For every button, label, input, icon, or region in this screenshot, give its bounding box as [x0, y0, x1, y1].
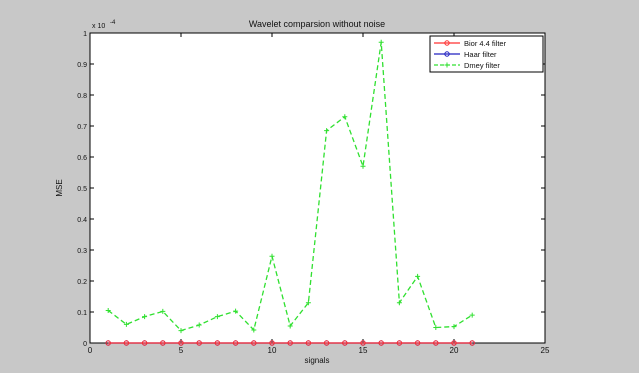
- series-layer: [105, 39, 475, 346]
- x-tick-label: 10: [268, 346, 277, 355]
- y-tick-label: 0.9: [77, 62, 87, 69]
- data-point-dmey-filter: [415, 273, 421, 279]
- data-point-bior-4-4-filter: [178, 340, 184, 346]
- data-point-bior-4-4-filter: [378, 340, 384, 346]
- data-point-bior-4-4-filter: [269, 340, 275, 346]
- data-point-bior-4-4-filter: [305, 340, 312, 346]
- data-point-dmey-filter: [214, 314, 220, 320]
- y-exponent-label: x 10: [92, 23, 105, 30]
- x-tick-label: 0: [88, 346, 93, 355]
- legend-label-haar-filter: Haar filter: [464, 50, 497, 59]
- data-point-dmey-filter: [451, 324, 457, 330]
- data-point-bior-4-4-filter: [123, 340, 130, 346]
- data-point-dmey-filter: [123, 321, 129, 327]
- data-point-bior-4-4-filter: [160, 340, 166, 346]
- y-tick-label: 1: [83, 31, 87, 38]
- data-point-dmey-filter: [196, 322, 202, 328]
- x-tick-label: 15: [359, 346, 368, 355]
- data-point-dmey-filter: [396, 300, 402, 306]
- data-point-bior-4-4-filter: [287, 340, 293, 346]
- data-point-dmey-filter: [360, 163, 366, 169]
- y-tick-label: 0.6: [77, 155, 87, 162]
- x-tick-label: 5: [179, 346, 184, 355]
- data-point-dmey-filter: [160, 308, 166, 314]
- legend-marker-dmey-filter: [444, 62, 450, 68]
- y-tick-label: 0.8: [77, 93, 87, 100]
- data-point-dmey-filter: [324, 128, 330, 134]
- data-point-bior-4-4-filter: [396, 340, 403, 346]
- x-tick-label: 25: [541, 346, 550, 355]
- y-tick-label: 0.1: [77, 310, 87, 317]
- data-point-bior-4-4-filter: [414, 340, 421, 346]
- axis-ticks: 0 5 10 15 20 25 0 0.1 0.2 0.3 0.4 0.5 0.6 0.7 0.8 0.9 1: [77, 31, 550, 355]
- plot-area: [89, 32, 546, 344]
- legend: Bior 4.4 filter Haar filter Dmey filter: [429, 35, 544, 73]
- data-point-dmey-filter: [433, 325, 439, 330]
- data-point-bior-4-4-filter: [342, 340, 348, 346]
- y-tick-label: 0: [83, 341, 87, 348]
- legend-marker-bior-4-4-filter: [444, 40, 450, 46]
- data-point-bior-4-4-filter: [451, 340, 457, 346]
- y-tick-label: 0.7: [77, 124, 87, 131]
- data-point-bior-4-4-filter: [141, 340, 148, 346]
- y-tick-label: 0.2: [77, 279, 87, 286]
- data-point-dmey-filter: [305, 300, 311, 306]
- data-point-dmey-filter: [269, 253, 275, 259]
- data-point-dmey-filter: [251, 327, 257, 333]
- data-point-dmey-filter: [469, 312, 475, 318]
- y-tick-label: 0.5: [77, 186, 87, 193]
- data-point-dmey-filter: [105, 307, 111, 313]
- data-point-bior-4-4-filter: [433, 340, 439, 346]
- data-point-dmey-filter: [378, 39, 384, 45]
- legend-marker-haar-filter: [444, 51, 450, 57]
- y-tick-label: 0.4: [77, 217, 87, 224]
- data-point-bior-4-4-filter: [214, 340, 221, 346]
- legend-label-bior-4-4-filter: Bior 4.4 filter: [464, 39, 507, 48]
- x-tick-label: 20: [450, 346, 459, 355]
- data-point-bior-4-4-filter: [360, 340, 366, 346]
- data-point-dmey-filter: [233, 308, 239, 314]
- y-exponent-power: -4: [110, 20, 116, 26]
- data-point-dmey-filter: [342, 114, 348, 120]
- data-point-dmey-filter: [287, 323, 293, 329]
- chart-title: Wavelet comparsion without noise: [249, 19, 385, 29]
- y-axis-label: MSE: [55, 179, 64, 196]
- data-point-bior-4-4-filter: [323, 340, 330, 346]
- data-point-bior-4-4-filter: [196, 340, 202, 346]
- data-point-bior-4-4-filter: [251, 340, 257, 346]
- data-point-dmey-filter: [178, 328, 184, 334]
- y-tick-label: 0.3: [77, 248, 87, 255]
- data-point-bior-4-4-filter: [469, 340, 475, 346]
- data-point-bior-4-4-filter: [105, 340, 111, 346]
- data-point-dmey-filter: [142, 314, 148, 320]
- legend-label-dmey-filter: Dmey filter: [464, 61, 500, 70]
- x-axis-label: signals: [305, 356, 330, 365]
- data-point-bior-4-4-filter: [232, 340, 239, 346]
